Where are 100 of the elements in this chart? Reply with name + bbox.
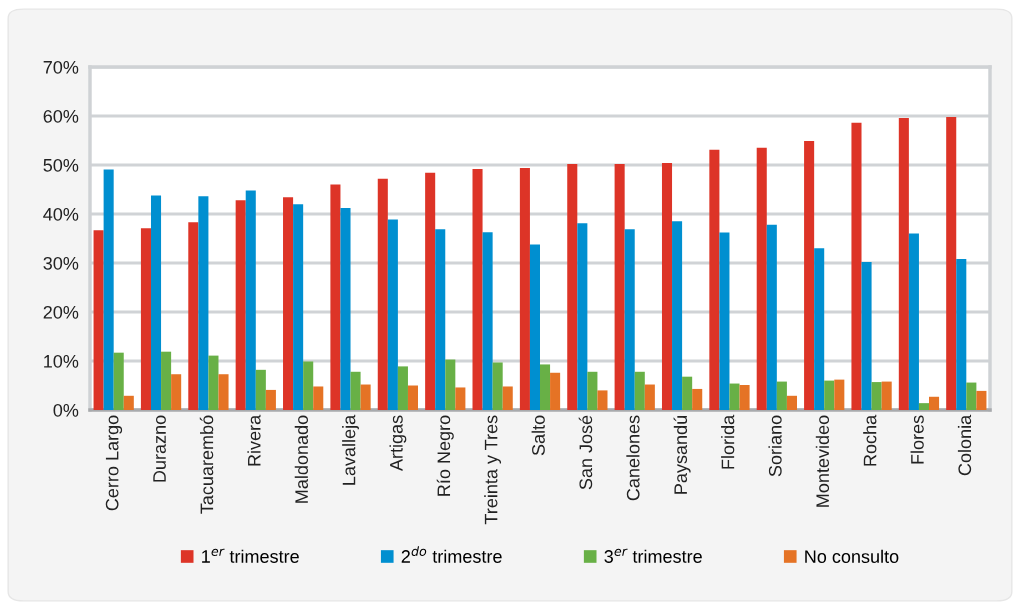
bar bbox=[614, 164, 625, 410]
bar bbox=[881, 381, 892, 410]
bar bbox=[397, 366, 408, 410]
x-tick-label: Cerro Largo bbox=[105, 415, 123, 511]
bar bbox=[776, 381, 787, 410]
bar bbox=[425, 172, 436, 410]
bar bbox=[265, 389, 276, 410]
bar bbox=[824, 380, 835, 410]
bar bbox=[350, 371, 361, 410]
bar bbox=[255, 369, 266, 410]
x-tick-label: Rivera bbox=[247, 414, 261, 466]
bar bbox=[908, 233, 919, 410]
bar bbox=[113, 352, 124, 410]
bar bbox=[966, 382, 977, 410]
bar bbox=[235, 200, 246, 410]
legend-label: No consulto bbox=[805, 549, 899, 563]
legend-label: 1$^{er}$ trimestre bbox=[202, 548, 299, 563]
bar bbox=[407, 385, 419, 410]
y-tick-label: 60% bbox=[43, 109, 79, 123]
bar bbox=[644, 384, 655, 410]
bar bbox=[861, 262, 872, 410]
y-tick-label: 0% bbox=[53, 403, 79, 417]
x-tick-label: Rocha bbox=[863, 414, 877, 466]
x-tick-label: Paysandú bbox=[673, 416, 691, 494]
bar bbox=[692, 388, 703, 410]
bar bbox=[597, 390, 608, 410]
bar bbox=[161, 351, 172, 410]
x-tick-label: Tacuarembó bbox=[199, 415, 214, 514]
x-tick-label: Colonia bbox=[957, 414, 972, 476]
bar bbox=[218, 374, 229, 410]
bar bbox=[540, 364, 551, 410]
x-tick-label: Lavalleja bbox=[342, 414, 359, 485]
bar bbox=[918, 403, 930, 410]
bar bbox=[529, 244, 540, 410]
bar bbox=[519, 167, 530, 410]
bar bbox=[198, 196, 209, 410]
bar bbox=[245, 190, 256, 410]
bar bbox=[577, 223, 588, 410]
bar bbox=[567, 164, 578, 410]
y-tick-label: 70% bbox=[43, 60, 79, 74]
bar bbox=[739, 385, 750, 410]
x-tick-label: Soriano bbox=[768, 415, 782, 477]
bar bbox=[150, 195, 162, 410]
bar bbox=[624, 229, 635, 410]
bar bbox=[140, 228, 151, 410]
bar bbox=[929, 396, 940, 410]
bar bbox=[103, 169, 114, 410]
x-tick-label: Salto bbox=[531, 415, 545, 456]
bar bbox=[851, 122, 862, 410]
bar bbox=[360, 384, 371, 410]
bar bbox=[756, 147, 767, 410]
bar bbox=[492, 362, 503, 410]
bar bbox=[188, 222, 199, 410]
bar bbox=[814, 248, 825, 410]
bar bbox=[340, 208, 351, 410]
bar bbox=[377, 178, 388, 410]
bar bbox=[587, 371, 598, 410]
x-tick-label: Treinta y Tres bbox=[484, 415, 502, 525]
bar bbox=[502, 386, 513, 410]
bar bbox=[946, 116, 957, 410]
x-tick-label: Flores bbox=[910, 415, 924, 464]
bar bbox=[729, 383, 740, 410]
bar bbox=[455, 387, 466, 410]
legend-label: 2$^{do}$ trimestre bbox=[401, 546, 502, 563]
bar bbox=[445, 359, 456, 410]
x-tick-label: Canelones bbox=[626, 415, 640, 501]
bar bbox=[682, 376, 693, 410]
bar bbox=[171, 374, 182, 410]
bar bbox=[482, 232, 493, 410]
bar bbox=[123, 395, 134, 410]
bar bbox=[766, 224, 777, 410]
bar bbox=[283, 197, 294, 410]
bar bbox=[956, 259, 967, 410]
x-tick-label: Montevideo bbox=[815, 415, 830, 507]
bar bbox=[661, 163, 673, 410]
x-tick-label: Maldonado bbox=[294, 415, 308, 503]
bar bbox=[898, 117, 909, 410]
bar bbox=[303, 361, 314, 410]
x-tick-label: Florida bbox=[721, 414, 735, 469]
y-tick-label: 30% bbox=[43, 256, 79, 270]
bar bbox=[719, 232, 730, 410]
bar bbox=[804, 140, 815, 410]
bar bbox=[313, 386, 324, 410]
bar bbox=[634, 371, 645, 410]
bar bbox=[709, 149, 720, 410]
y-tick-label: 10% bbox=[44, 354, 79, 368]
bar bbox=[672, 221, 683, 410]
bar bbox=[208, 355, 219, 410]
y-tick-label: 20% bbox=[43, 305, 79, 319]
bar bbox=[293, 204, 304, 410]
y-tick-label: 50% bbox=[43, 158, 79, 172]
bar bbox=[786, 395, 797, 410]
x-tick-label: Artigas bbox=[389, 415, 407, 472]
x-tick-label: Río Negro bbox=[436, 415, 454, 496]
bar bbox=[472, 168, 483, 410]
bar bbox=[834, 379, 845, 410]
bar bbox=[387, 219, 398, 410]
legend-label: 3$^{er}$ trimestre bbox=[604, 548, 702, 563]
bar bbox=[435, 229, 446, 410]
bar bbox=[871, 382, 882, 410]
